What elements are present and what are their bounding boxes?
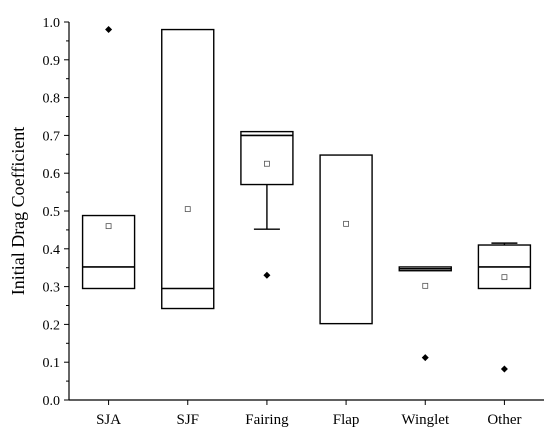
x-tick-label: Other: [487, 412, 521, 428]
x-tick-label: Flap: [333, 412, 360, 428]
mean-marker: [343, 220, 349, 227]
y-tick-label: 0.5: [43, 205, 61, 220]
mean-marker: [105, 223, 112, 230]
y-tick-label: 0.3: [43, 281, 61, 296]
y-tick-label: 0.4: [43, 243, 61, 258]
mean-marker: [501, 274, 508, 281]
mean-marker: [264, 160, 270, 167]
outlier-point: [500, 365, 508, 373]
plot-area: 0.0 0.1 0.2 0.3 0.4 0.5 0.6 0.7 0.8 0.9 1.0 SJA SJF F…: [43, 16, 544, 428]
x-tick-label: SJF: [176, 412, 199, 428]
y-axis-label: Initial Drag Coefficient: [8, 127, 28, 296]
y-tick-label: 1.0: [43, 16, 61, 31]
x-tick-label: SJA: [96, 412, 121, 428]
box-sjf: [161, 28, 215, 310]
y-tick-label: 0.8: [43, 92, 61, 107]
x-tick-label: Fairing: [245, 412, 289, 428]
outlier-point: [263, 271, 271, 279]
box-sja: [81, 214, 136, 290]
x-tick-label: Winglet: [401, 412, 450, 428]
outlier-point: [421, 354, 429, 362]
mean-marker: [422, 282, 429, 289]
box-fairing: [240, 130, 294, 186]
outlier-point: [105, 26, 113, 34]
box-flap: [319, 154, 373, 325]
y-tick-label: 0.1: [43, 356, 61, 371]
y-tick-label: 0.0: [43, 394, 61, 409]
y-tick-label: 0.6: [43, 167, 61, 182]
y-tick-label: 0.7: [43, 129, 61, 144]
mean-marker: [184, 206, 191, 213]
y-tick-label: 0.2: [43, 318, 61, 333]
y-tick-label: 0.9: [43, 54, 61, 69]
